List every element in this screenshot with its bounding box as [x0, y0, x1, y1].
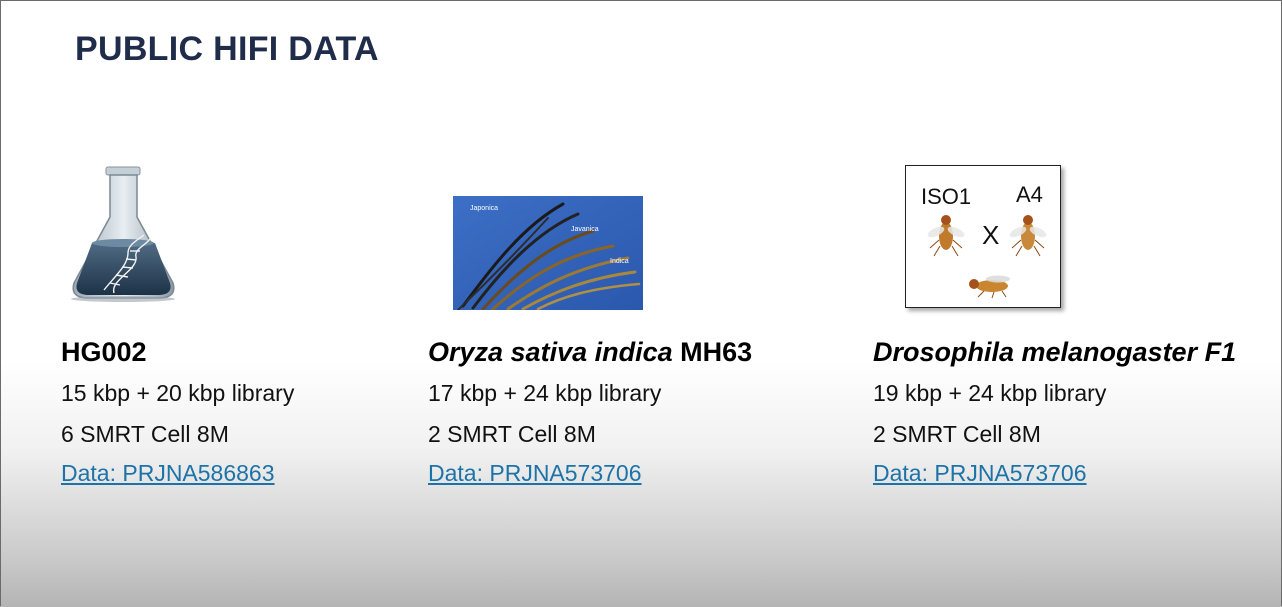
flask-dna-icon — [66, 165, 181, 305]
data-link[interactable]: Data: PRJNA573706 — [428, 460, 642, 486]
heading-plain: MH63 — [672, 337, 753, 367]
fly-label-a4: A4 — [1016, 182, 1043, 207]
rice-panicles-photo: Japonica Javanica Indica — [453, 196, 643, 311]
sample-heading: Drosophila melanogaster F1 — [873, 336, 1236, 368]
fruit-fly-cross-diagram: ISO1 A4 X — [905, 165, 1061, 308]
cross-symbol: X — [982, 220, 1000, 250]
fly-icon — [927, 215, 965, 257]
heading-italic: Drosophila melanogaster F1 — [873, 337, 1237, 367]
heading-plain: HG002 — [61, 337, 147, 367]
sample-oryza-sativa: Oryza sativa indica MH63 17 kbp + 24 kbp… — [428, 336, 752, 489]
smrt-cell-count: 2 SMRT Cell 8M — [428, 421, 596, 447]
fly-label-iso1: ISO1 — [921, 184, 972, 209]
library-size: 15 kbp + 20 kbp library — [61, 380, 295, 406]
slide-title: PUBLIC HIFI DATA — [75, 30, 379, 68]
sample-heading: Oryza sativa indica MH63 — [428, 336, 752, 368]
rice-label-indica: Indica — [610, 258, 629, 265]
sample-drosophila: Drosophila melanogaster F1 19 kbp + 24 k… — [873, 336, 1236, 489]
sample-heading: HG002 — [61, 336, 294, 368]
sample-hg002: HG002 15 kbp + 20 kbp library 6 SMRT Cel… — [61, 336, 294, 489]
rice-label-japonica: Japonica — [470, 205, 499, 212]
data-link[interactable]: Data: PRJNA586863 — [61, 460, 275, 486]
smrt-cell-count: 2 SMRT Cell 8M — [873, 421, 1041, 447]
library-size: 19 kbp + 24 kbp library — [873, 380, 1107, 406]
library-size: 17 kbp + 24 kbp library — [428, 380, 662, 406]
heading-italic: Oryza sativa indica — [428, 337, 673, 367]
smrt-cell-count: 6 SMRT Cell 8M — [61, 421, 229, 447]
data-link[interactable]: Data: PRJNA573706 — [873, 460, 1087, 486]
rice-label-javanica: Javanica — [571, 226, 599, 233]
